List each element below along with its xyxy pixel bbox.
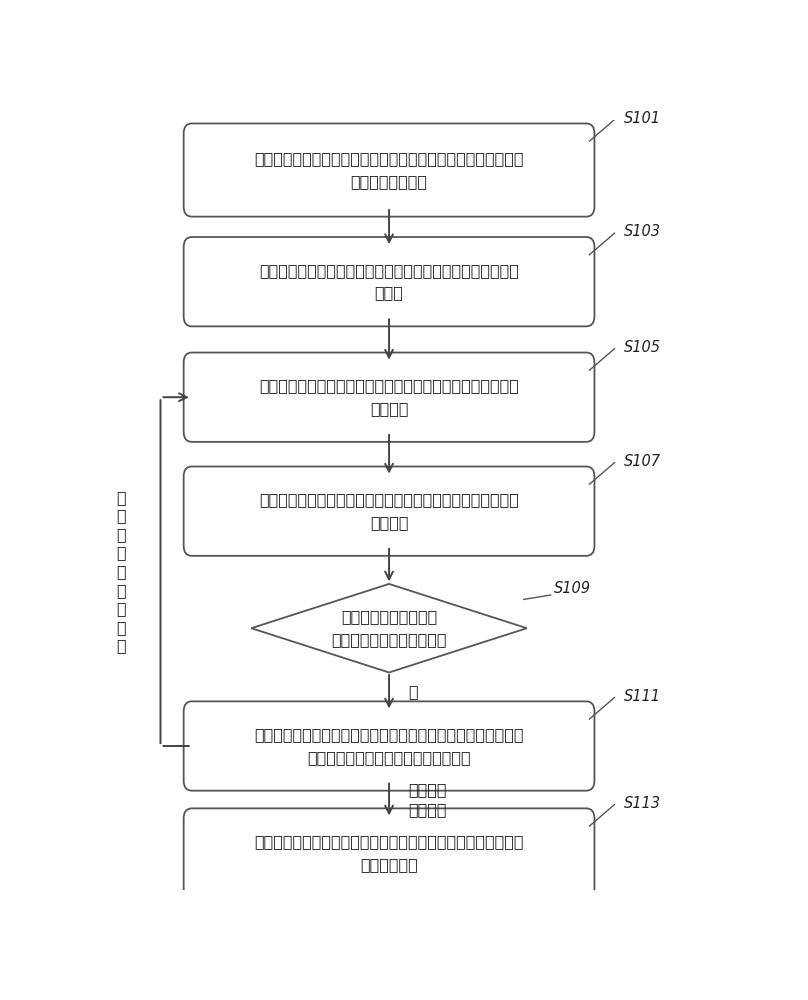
Text: S111: S111	[624, 689, 661, 704]
FancyBboxPatch shape	[183, 701, 595, 791]
Text: 确定待拟合数据采样点的初始拟合轨迹，将所述初始拟合轨迹作
为待校正拟合轨迹: 确定待拟合数据采样点的初始拟合轨迹，将所述初始拟合轨迹作 为待校正拟合轨迹	[255, 151, 524, 189]
FancyBboxPatch shape	[183, 466, 595, 556]
Text: 基于预设拟合误差代价函数计算所述扰动后的拟合轨迹的第二
拟合误差: 基于预设拟合误差代价函数计算所述扰动后的拟合轨迹的第二 拟合误差	[259, 493, 519, 530]
FancyBboxPatch shape	[183, 123, 595, 217]
Text: 未
达
到
预
设
扰
动
次
数: 未 达 到 预 设 扰 动 次 数	[116, 490, 126, 654]
Text: S109: S109	[553, 581, 591, 596]
FancyBboxPatch shape	[183, 353, 595, 442]
Text: S105: S105	[624, 340, 661, 355]
FancyBboxPatch shape	[183, 237, 595, 326]
Text: 将达到预设扰动次数时的拟合轨迹作为所述待拟合数据采样点的
目标拟合轨迹: 将达到预设扰动次数时的拟合轨迹作为所述待拟合数据采样点的 目标拟合轨迹	[255, 834, 524, 872]
FancyBboxPatch shape	[183, 808, 595, 898]
Polygon shape	[251, 584, 527, 672]
Text: 达到预设
扰动次数: 达到预设 扰动次数	[408, 782, 446, 817]
Text: 基于预设拟合误差代价函数计算所述待校正拟合轨迹的第一拟
合误差: 基于预设拟合误差代价函数计算所述待校正拟合轨迹的第一拟 合误差	[259, 263, 519, 300]
Text: S103: S103	[624, 224, 661, 239]
Text: 将第二拟合误差作为扰动后的拟合轨迹的第一拟合误差，将所述
扰动后的拟合轨迹作为待校正拟合轨迹: 将第二拟合误差作为扰动后的拟合轨迹的第一拟合误差，将所述 扰动后的拟合轨迹作为待…	[255, 727, 524, 765]
Text: 是: 是	[408, 684, 418, 699]
Text: S107: S107	[624, 454, 661, 469]
Text: S101: S101	[624, 111, 661, 126]
Text: S113: S113	[624, 796, 661, 811]
Text: 判断所述第二拟合误差
是否小于所述第一拟合误差: 判断所述第二拟合误差 是否小于所述第一拟合误差	[331, 610, 447, 647]
Text: 对所述待校正拟合轨迹进行轨迹形态扰动处理，得到扰动后的
拟合轨迹: 对所述待校正拟合轨迹进行轨迹形态扰动处理，得到扰动后的 拟合轨迹	[259, 379, 519, 416]
